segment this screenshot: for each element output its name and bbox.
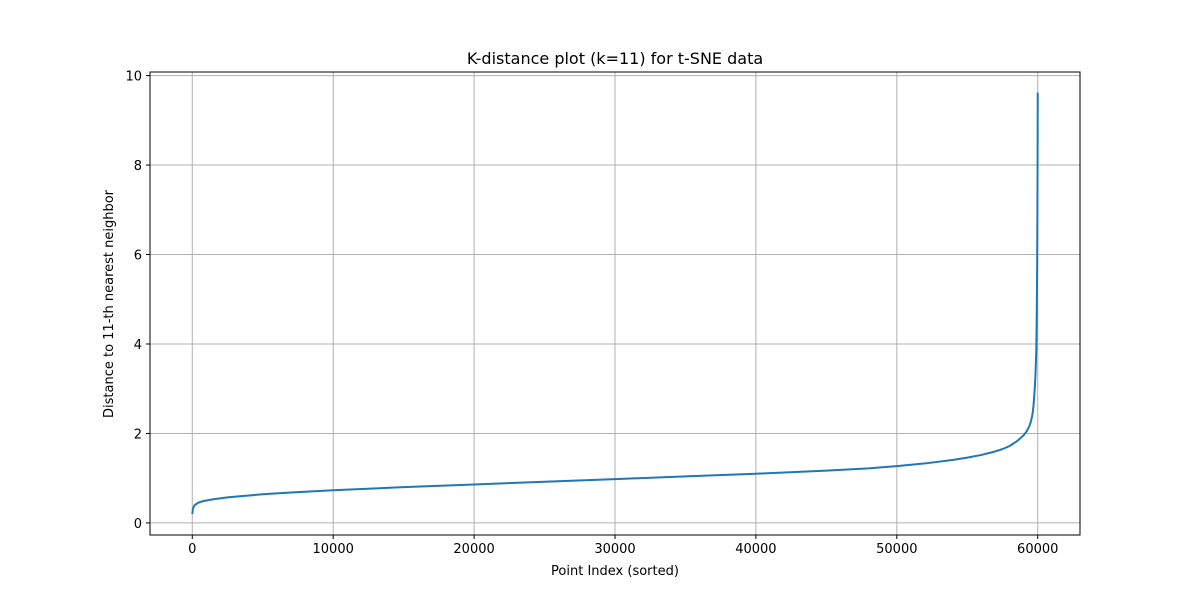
y-tick-label: 2 [134, 427, 142, 442]
y-axis-label: Distance to 11-th nearest neighbor [102, 189, 117, 418]
y-tick-label: 10 [125, 70, 142, 85]
x-tick-label: 30000 [594, 542, 635, 557]
x-tick-label: 60000 [1017, 542, 1058, 557]
x-tick-label: 50000 [876, 542, 917, 557]
x-tick-label: 0 [188, 542, 196, 557]
y-tick-label: 8 [134, 159, 142, 174]
k-distance-line [191, 92, 1039, 515]
y-tick-label: 0 [134, 517, 142, 532]
series-layer [191, 92, 1039, 515]
x-tick-label: 10000 [313, 542, 354, 557]
x-tick-label: 40000 [735, 542, 776, 557]
x-tick-label: 20000 [453, 542, 494, 557]
y-tick-label: 6 [134, 249, 142, 264]
x-axis-label: Point Index (sorted) [551, 564, 679, 579]
chart-title: K-distance plot (k=11) for t-SNE data [467, 49, 763, 68]
x-axis-ticks: 0 10000 20000 30000 40000 50000 60000 [188, 535, 1058, 557]
y-axis-ticks: 0 2 4 6 8 10 [125, 70, 150, 532]
y-tick-label: 4 [134, 338, 142, 353]
